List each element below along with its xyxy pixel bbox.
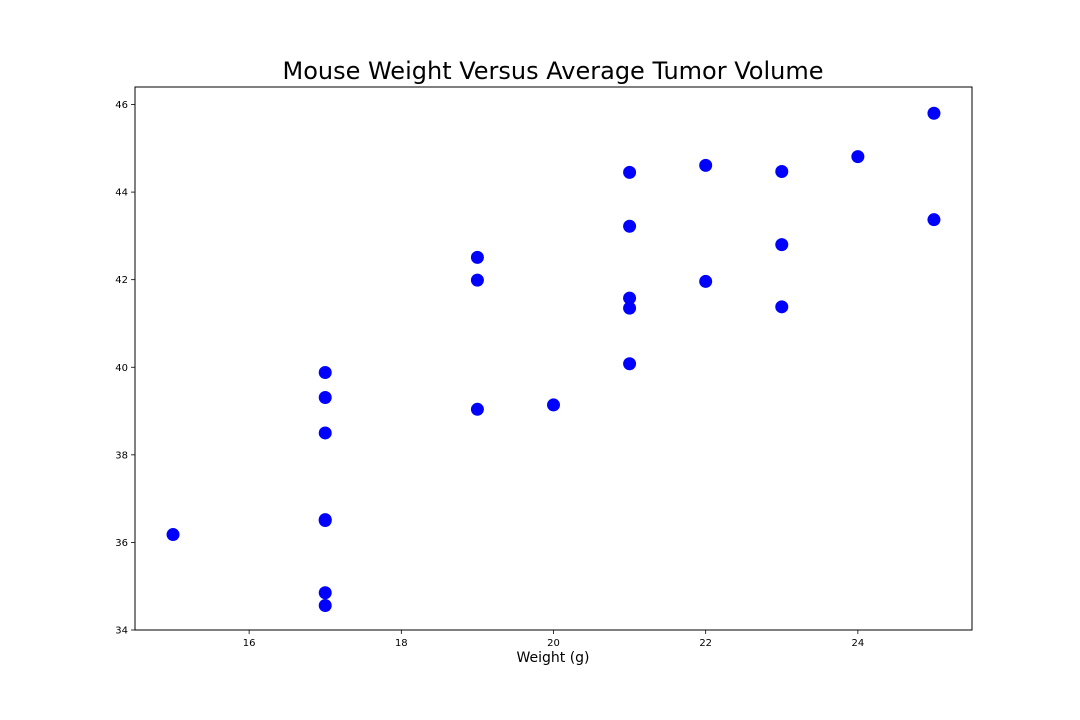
data-point — [318, 586, 332, 600]
data-point — [318, 514, 332, 528]
x-tick-label: 16 — [243, 638, 256, 649]
y-tick-label: 36 — [115, 538, 128, 549]
data-point — [623, 357, 637, 371]
data-point — [318, 390, 332, 404]
data-point — [318, 598, 332, 612]
data-point — [927, 106, 941, 120]
data-point — [623, 165, 637, 179]
x-axis-label: Weight (g) — [516, 650, 589, 666]
x-tick-label: 24 — [851, 638, 864, 649]
data-point — [470, 250, 484, 264]
data-point — [851, 150, 865, 164]
data-point — [699, 274, 713, 288]
data-point — [775, 238, 789, 252]
data-point — [623, 219, 637, 233]
y-tick-label: 46 — [115, 100, 128, 111]
data-points — [166, 106, 941, 612]
data-point — [623, 301, 637, 315]
data-point — [623, 291, 637, 305]
y-tick-label: 38 — [115, 450, 128, 461]
plot-area — [134, 86, 973, 631]
y-tick-label: 42 — [115, 275, 128, 286]
data-point — [318, 426, 332, 440]
data-point — [699, 158, 713, 172]
data-point — [318, 366, 332, 380]
chart-title: Mouse Weight Versus Average Tumor Volume — [282, 57, 823, 85]
y-tick-label: 40 — [115, 363, 128, 374]
y-axis: 34 36 38 40 42 44 46 — [115, 100, 135, 637]
x-tick-label: 22 — [699, 638, 712, 649]
data-point — [775, 300, 789, 314]
data-point — [166, 528, 180, 542]
data-point — [775, 165, 789, 179]
data-point — [470, 273, 484, 287]
x-tick-label: 18 — [395, 638, 408, 649]
data-point — [470, 402, 484, 416]
x-axis: 16 18 20 22 24 — [243, 630, 864, 649]
data-point — [547, 398, 560, 412]
y-tick-label: 34 — [115, 626, 128, 637]
x-tick-label: 20 — [547, 638, 560, 649]
y-tick-label: 44 — [115, 188, 128, 199]
data-point — [927, 213, 941, 227]
